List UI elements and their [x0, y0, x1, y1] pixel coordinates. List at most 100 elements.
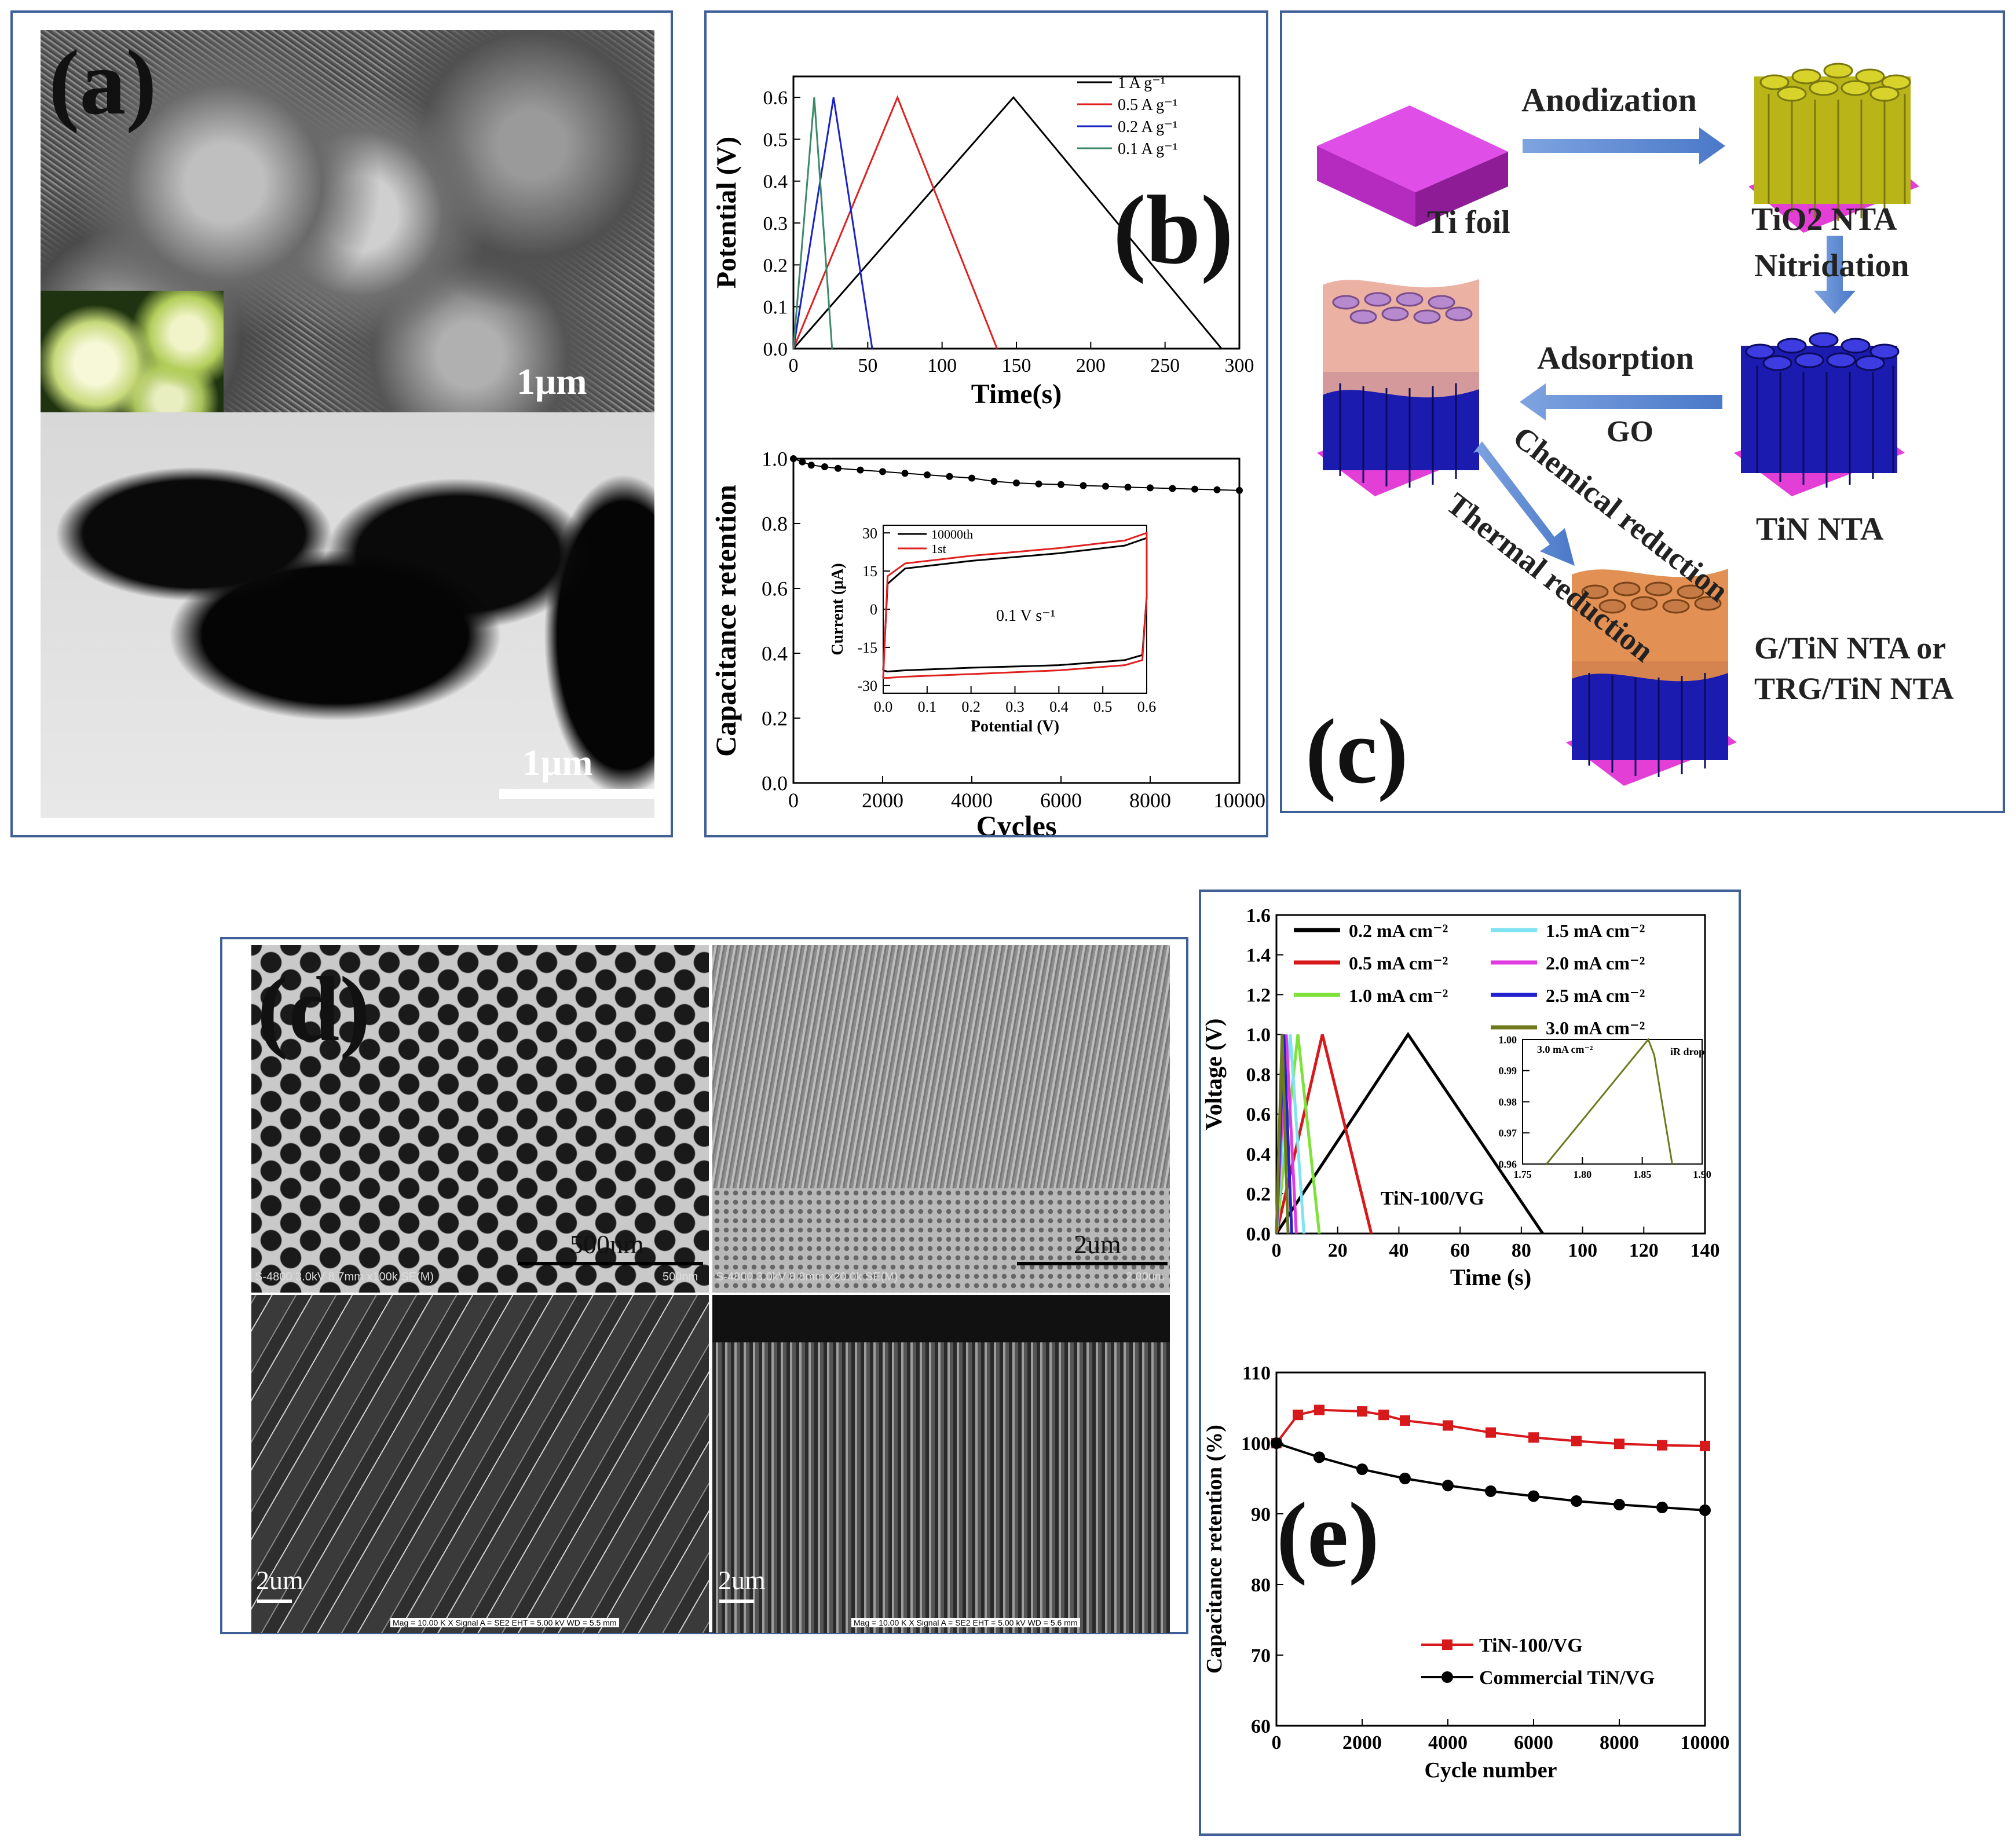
data-point [1147, 484, 1154, 492]
y-tick-label: 0.6 [763, 87, 788, 109]
plot-frame [1522, 1039, 1703, 1165]
adsorption-arrow [1520, 383, 1722, 420]
x-tick-label: 80 [1512, 1240, 1531, 1261]
data-point [901, 470, 909, 477]
data-point [1699, 1504, 1711, 1516]
scale-bar-tl [518, 1262, 703, 1265]
data-point [1169, 485, 1176, 492]
data-point [1400, 1415, 1410, 1426]
legend-label: TiN-100/VG [1479, 1635, 1583, 1656]
footer-tr: S-4800 3.0kV 8.8mm x20.0k SE(M) [716, 1271, 898, 1283]
data-point [1571, 1436, 1582, 1447]
scale-bar [499, 789, 656, 799]
x-tick-label: 60 [1450, 1240, 1470, 1261]
data-point [1656, 1502, 1668, 1514]
data-point [1236, 486, 1243, 494]
y-tick-label: 0.98 [1499, 1096, 1517, 1108]
nitridation-label: Nitridation [1754, 248, 1909, 284]
y-tick-label: 100 [1241, 1433, 1271, 1455]
series-line [1275, 1034, 1321, 1234]
tio2-nta-array [1748, 63, 1919, 233]
data-point [924, 471, 931, 478]
data-point [790, 455, 797, 462]
y-tick-label: 30 [862, 525, 877, 541]
data-point [1528, 1432, 1539, 1443]
x-tick-label: 1.80 [1574, 1169, 1592, 1180]
data-point [1035, 480, 1042, 488]
x-tick-label: 8000 [1600, 1732, 1639, 1754]
panel-d-label: (d) [257, 957, 371, 1060]
y-axis-label: Potential (V) [711, 137, 742, 289]
scale-bar-br [719, 1600, 754, 1603]
data-point [1293, 1410, 1303, 1421]
y-tick-label: 15 [862, 563, 877, 580]
y-tick-label: 0.2 [763, 255, 788, 276]
y-tick-label: 0.4 [763, 171, 788, 193]
scale-bar-bl [257, 1600, 292, 1603]
data-point [1378, 1410, 1389, 1421]
product-label-line1: G/TiN NTA or [1754, 631, 1946, 665]
y-tick-label: 1.00 [1499, 1034, 1517, 1045]
footer-br: Mag = 10.00 K X Signal A = SE2 EHT = 5.0… [851, 1618, 1080, 1627]
data-point [1528, 1490, 1539, 1502]
x-tick-label: 2000 [862, 789, 903, 812]
footer-tl-right: 500nm [663, 1271, 698, 1283]
y-tick-label: 90 [1251, 1504, 1271, 1525]
legend-label: 0.2 mA cm⁻² [1349, 920, 1448, 941]
y-tick-label: 1.6 [1246, 905, 1271, 927]
x-tick-label: 1.90 [1693, 1169, 1711, 1180]
plot-frame [792, 457, 1241, 784]
fabrication-schematic: Anodization Ti foil TiO2 NTA Nitridation… [1317, 63, 1954, 786]
y-tick-label: 0.0 [1246, 1224, 1271, 1245]
ti-foil-block [1317, 105, 1508, 227]
panel-c: Anodization Ti foil TiO2 NTA Nitridation… [1280, 10, 2005, 813]
data-point [946, 473, 953, 480]
data-point [1313, 1451, 1325, 1463]
panel-c-label: (c) [1305, 700, 1408, 803]
x-tick-label: 6000 [1514, 1732, 1553, 1754]
sem-graphene-wrinkles [251, 1295, 709, 1633]
x-tick-label: 40 [1389, 1240, 1408, 1261]
y-tick-label: 1.0 [762, 448, 788, 471]
legend-label: 10000th [931, 527, 973, 541]
x-tick-label: 140 [1691, 1240, 1720, 1261]
sem-porous-top-view [251, 945, 709, 1293]
y-axis-label: Voltage (V) [1201, 1019, 1227, 1130]
anodization-arrow [1523, 127, 1725, 164]
x-tick-label: 1.75 [1513, 1169, 1532, 1180]
y-tick-label: 0.3 [763, 213, 788, 235]
x-tick-label: 0.2 [961, 698, 980, 715]
sem-dotted-base [712, 1188, 1170, 1293]
series-line [882, 536, 1148, 673]
series-line [882, 532, 1148, 679]
scale-label-tr: 2um [1074, 1229, 1121, 1259]
data-point [1571, 1495, 1582, 1507]
data-point [1013, 480, 1020, 486]
go-coated-tin-nta [1317, 279, 1482, 496]
x-tick-label: 4000 [1428, 1732, 1468, 1754]
series-line [792, 95, 998, 349]
y-tick-label: -30 [857, 678, 877, 694]
x-tick-label: 0.3 [1005, 698, 1025, 715]
y-tick-label: 0.1 [763, 297, 788, 319]
y-axis-label: Capacitance retention (%) [1202, 1425, 1227, 1674]
x-tick-label: 2000 [1342, 1732, 1382, 1754]
x-tick-label: 0.4 [1049, 698, 1069, 715]
tio2-nta-label: TiO2 NTA [1751, 202, 1897, 237]
y-tick-label: 0.6 [1246, 1104, 1271, 1126]
gcd-chart-e: 0 20 40 60 80 100 120 140 0.0 0.2 0.4 0.6 0.8 1.0 1.2 1… [1201, 905, 1720, 1290]
x-tick-label: 4000 [951, 789, 993, 812]
footer-tl: S-4800 3.0kV 8.7mm x100k SE(M) [255, 1271, 434, 1283]
x-tick-label: 10000 [1213, 789, 1265, 812]
series-line [792, 97, 873, 349]
y-tick-label: 0.4 [1246, 1144, 1271, 1165]
y-tick-label: 0 [870, 601, 877, 618]
y-tick-label: 60 [1251, 1716, 1271, 1737]
series-line [1275, 1034, 1290, 1234]
series-line [1546, 1038, 1673, 1165]
data-point [807, 462, 815, 469]
legend-label: 2.0 mA cm⁻² [1546, 953, 1645, 973]
graphene-tin-nta [1566, 569, 1737, 786]
data-point [1271, 1437, 1282, 1449]
x-tick-label: 0 [788, 789, 799, 812]
